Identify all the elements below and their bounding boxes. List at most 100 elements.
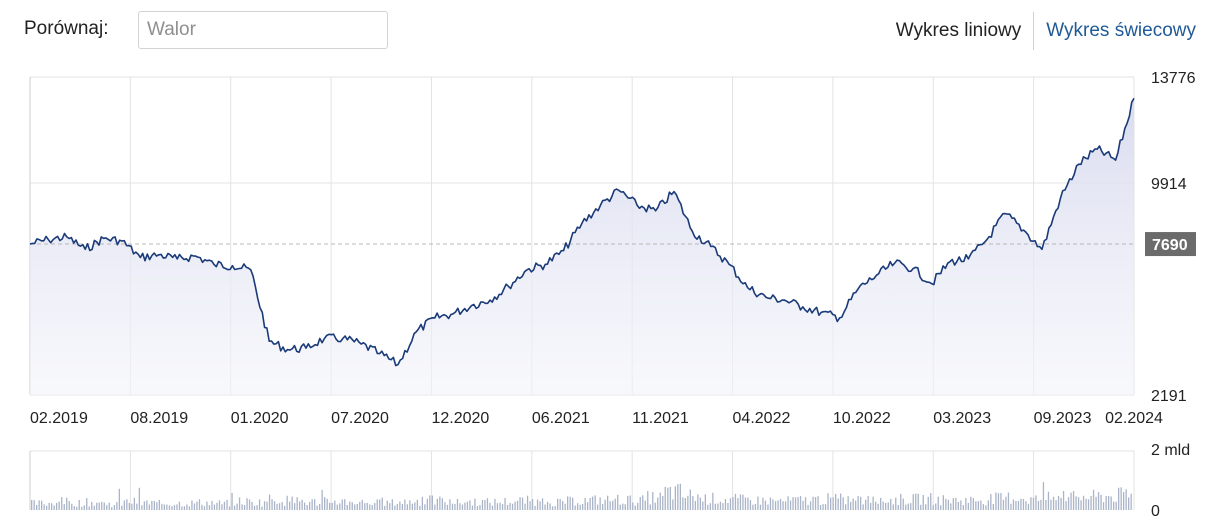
volume-bar bbox=[684, 498, 686, 510]
volume-bar bbox=[1012, 499, 1015, 510]
volume-bar bbox=[567, 496, 569, 510]
volume-bar bbox=[609, 501, 611, 510]
volume-bar bbox=[1057, 496, 1060, 510]
volume-bar bbox=[997, 493, 1000, 510]
volume-bar bbox=[126, 499, 128, 510]
tab-candlestick-chart[interactable]: Wykres świecowy bbox=[1046, 20, 1196, 41]
volume-bar bbox=[672, 499, 674, 510]
x-tick-label: 08.2019 bbox=[130, 410, 188, 427]
volume-bar bbox=[875, 501, 877, 510]
volume-bar bbox=[241, 504, 243, 510]
volume-bar bbox=[602, 504, 604, 510]
volume-bar bbox=[71, 503, 73, 510]
volume-bar bbox=[481, 500, 484, 510]
volume-bar bbox=[534, 505, 536, 510]
volume-bar bbox=[1037, 501, 1040, 510]
volume-bar bbox=[922, 495, 924, 510]
volume-bar bbox=[356, 504, 358, 510]
tab-separator bbox=[1033, 12, 1035, 50]
volume-bar bbox=[203, 506, 206, 510]
volume-bar bbox=[236, 503, 238, 510]
volume-bar bbox=[361, 499, 363, 510]
volume-bar bbox=[1062, 491, 1065, 510]
x-axis-labels: 02.2019 08.2019 01.2020 07.2020 12.2020 06.20… bbox=[30, 410, 1163, 427]
volume-bar bbox=[1120, 487, 1122, 510]
volume-bar bbox=[1035, 495, 1037, 510]
volume-bar bbox=[1085, 498, 1087, 510]
volume-bar bbox=[138, 487, 140, 510]
volume-bar bbox=[161, 503, 163, 510]
volume-bar bbox=[747, 497, 749, 510]
volume-bar bbox=[855, 500, 857, 510]
volume-bar bbox=[193, 503, 196, 510]
volume-bar bbox=[982, 504, 984, 510]
volume-bar bbox=[33, 500, 35, 510]
volume-bar bbox=[722, 503, 724, 510]
volume-bar bbox=[627, 495, 629, 510]
price-area-fill bbox=[30, 98, 1134, 396]
volume-bar bbox=[516, 500, 519, 510]
x-tick-label: 11.2021 bbox=[632, 410, 689, 427]
y-tick-label: 9914 bbox=[1151, 176, 1187, 193]
volume-bar bbox=[769, 497, 772, 510]
volume-bar bbox=[574, 505, 576, 510]
volume-bar bbox=[431, 495, 433, 510]
volume-bar bbox=[712, 492, 714, 510]
volume-bar bbox=[546, 501, 549, 510]
volume-bar bbox=[509, 503, 511, 510]
volume-bar bbox=[739, 494, 742, 510]
compare-input[interactable] bbox=[138, 11, 388, 49]
volume-bar bbox=[559, 499, 561, 510]
volume-bar bbox=[116, 502, 118, 510]
volume-bar bbox=[474, 498, 476, 510]
volume-bar bbox=[1095, 496, 1097, 510]
volume-bar bbox=[38, 500, 40, 510]
volume-bar bbox=[291, 496, 293, 510]
volume-bar bbox=[223, 501, 226, 510]
volume-bar bbox=[243, 505, 246, 510]
volume-bar bbox=[737, 498, 739, 510]
volume-bar bbox=[319, 504, 321, 510]
volume-bar bbox=[136, 503, 138, 510]
volume-bar bbox=[68, 501, 70, 510]
volume-bar bbox=[519, 497, 521, 510]
volume-bar bbox=[1082, 495, 1085, 510]
volume-bar bbox=[930, 493, 932, 510]
x-tick-label: 03.2023 bbox=[933, 410, 991, 427]
volume-bar bbox=[764, 500, 767, 510]
volume-bar bbox=[336, 504, 338, 510]
volume-bar bbox=[980, 500, 982, 510]
volume-bar bbox=[594, 495, 596, 510]
volume-bar bbox=[1047, 491, 1050, 510]
tab-line-chart[interactable]: Wykres liniowy bbox=[895, 20, 1022, 41]
volume-bar bbox=[1075, 496, 1077, 510]
volume-bar bbox=[158, 499, 160, 510]
volume-bar bbox=[1080, 500, 1082, 510]
volume-bar bbox=[897, 505, 899, 510]
volume-bar bbox=[496, 503, 499, 510]
volume-bar bbox=[1032, 497, 1035, 510]
volume-bar bbox=[622, 503, 624, 510]
volume-bar bbox=[1022, 499, 1025, 510]
volume-bar bbox=[719, 501, 722, 510]
volume-bar bbox=[905, 504, 907, 510]
x-tick-label: 01.2020 bbox=[231, 410, 289, 427]
volume-bar bbox=[789, 500, 792, 510]
volume-bar bbox=[411, 503, 413, 510]
volume-bar bbox=[181, 506, 183, 510]
volume-bar bbox=[311, 499, 313, 510]
volume-bar bbox=[604, 499, 606, 510]
volume-bar bbox=[895, 497, 897, 510]
volume-bar bbox=[812, 496, 814, 510]
volume-bar bbox=[441, 498, 443, 510]
volume-bar bbox=[564, 503, 566, 510]
volume-bar bbox=[632, 502, 634, 510]
volume-bar bbox=[1115, 501, 1117, 510]
volume-bar bbox=[526, 495, 529, 510]
volume-bar bbox=[629, 495, 631, 510]
volume-bar bbox=[371, 505, 373, 510]
volume-bar bbox=[88, 506, 90, 510]
volume-bar bbox=[717, 503, 719, 510]
volume-bar bbox=[1020, 498, 1022, 510]
volume-bar bbox=[301, 499, 303, 510]
